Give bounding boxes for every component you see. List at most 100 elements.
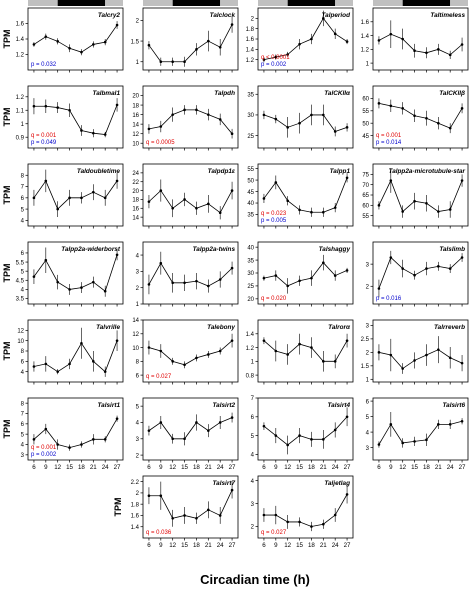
- data-point: [230, 189, 234, 192]
- data-point: [80, 196, 83, 200]
- data-point: [262, 58, 266, 61]
- data-point: [159, 349, 163, 353]
- p-value: p = 0.002: [261, 62, 287, 68]
- x-tick-label: 6: [262, 464, 266, 471]
- q-value: q = 0.020: [261, 296, 287, 302]
- data-point: [230, 488, 234, 492]
- q-value: q = 0.001: [31, 445, 57, 451]
- series-line: [148, 24, 233, 63]
- panel-title: Talpp2a-twins: [193, 246, 236, 253]
- x-tick-label: 24: [332, 464, 339, 471]
- x-tick-label: 6: [147, 464, 151, 471]
- data-point: [68, 446, 71, 449]
- chart-panel: 3.5 4 4.5 5 5.5 6 Talpp2a-widerborst: [16, 241, 124, 307]
- panel-frame: [27, 85, 124, 149]
- data-point: [298, 42, 301, 46]
- data-point: [32, 438, 36, 441]
- y-tick-label: 1.5: [361, 364, 370, 370]
- data-point: [32, 275, 36, 278]
- data-point: [460, 179, 464, 182]
- y-tick-label: 18: [132, 103, 139, 109]
- chart-panel: 14 16 18 20 22 24 Talpdp1ε: [132, 163, 239, 229]
- light-dark-bar-segment: [335, 0, 353, 6]
- x-tick-label: 12: [169, 464, 176, 471]
- data-point: [183, 198, 186, 201]
- y-tick-label: 10: [132, 346, 139, 352]
- x-tick-label: 12: [169, 542, 176, 549]
- y-tick-label: 2.5: [361, 337, 370, 343]
- panel-title: Talpdh: [214, 90, 235, 97]
- y-tick-label: 35: [247, 213, 254, 219]
- series-line: [33, 104, 118, 135]
- light-dark-bar-segment: [105, 0, 123, 6]
- chart-panel: 1 1.5 2 Talclock: [131, 7, 239, 73]
- series-line: [263, 262, 348, 287]
- panel-title: Talpp2a-microtubule-star: [389, 168, 466, 175]
- series-line: [263, 494, 348, 527]
- data-point: [377, 443, 381, 446]
- y-tick-label: 5: [251, 434, 255, 440]
- chart-panel: 55 60 65 70 75 Talpp2a-microtubule-star: [362, 163, 469, 229]
- y-axis-label: TPM: [2, 264, 12, 283]
- series-line: [148, 489, 233, 519]
- y-tick-label: 2: [136, 453, 140, 459]
- chart-panel: 6 8 10 12 14 Talebony q = 0.027: [132, 318, 239, 385]
- chart-panel: 10 12 14 16 18 20 Talpdh q = 0.0005: [132, 85, 239, 151]
- y-tick-label: 20: [132, 94, 139, 100]
- x-tick-label: 9: [159, 542, 163, 549]
- data-point: [448, 267, 452, 270]
- data-point: [298, 279, 301, 283]
- y-tick-label: 4: [21, 288, 25, 294]
- light-dark-bar-segment: [373, 0, 403, 6]
- x-tick-label: 21: [320, 542, 327, 549]
- y-tick-label: 2: [251, 525, 255, 531]
- chart-panel: 2 3 4 6 9 12 15 18 21 24 27 Taljetlag q = 0.027: [251, 475, 354, 549]
- data-point: [32, 104, 36, 108]
- data-point: [333, 360, 337, 363]
- data-point: [333, 32, 337, 36]
- y-tick-label: 35: [247, 258, 254, 264]
- data-point: [92, 131, 95, 135]
- y-tick-label: 3.5: [16, 297, 25, 303]
- data-point: [195, 279, 198, 283]
- data-point: [159, 125, 163, 128]
- data-point: [437, 210, 440, 213]
- data-point: [345, 269, 349, 272]
- data-point: [298, 208, 301, 212]
- data-point: [377, 102, 381, 105]
- x-axis-label: Circadian time (h): [200, 572, 310, 587]
- q-value: q = 0.027: [261, 530, 287, 536]
- chart-panel: 1.2 1.4 1.6 Talcry2 p = 0.032: [16, 7, 124, 73]
- panel-frame: [27, 163, 124, 227]
- y-tick-label: 4: [136, 421, 140, 427]
- y-tick-label: 40: [247, 245, 254, 251]
- data-point: [56, 106, 59, 109]
- x-tick-label: 18: [78, 464, 85, 471]
- y-tick-label: 4.5: [16, 278, 25, 284]
- data-point: [401, 267, 404, 270]
- p-value: p = 0.002: [31, 452, 57, 458]
- series-line: [378, 256, 463, 289]
- q-value: q = 0.001: [31, 133, 57, 139]
- y-tick-label: 3: [366, 324, 370, 330]
- y-tick-label: 1.2: [246, 58, 255, 64]
- data-point: [413, 199, 416, 203]
- x-tick-label: 27: [344, 464, 351, 471]
- data-point: [286, 284, 289, 288]
- data-point: [298, 434, 301, 437]
- y-tick-label: 60: [362, 97, 369, 103]
- y-tick-label: 25: [247, 284, 254, 290]
- data-point: [159, 60, 163, 64]
- data-point: [298, 121, 301, 125]
- data-point: [32, 196, 36, 200]
- data-point: [322, 522, 325, 526]
- series-line: [263, 416, 348, 446]
- data-point: [413, 49, 416, 53]
- panel-title: Talsirt2: [213, 402, 236, 409]
- y-tick-label: 60: [362, 204, 369, 210]
- data-point: [171, 360, 174, 363]
- data-point: [159, 189, 163, 192]
- chart-panel: 2 3 4 5 6 9 12 15 18 21 24 27 Talsirt2: [136, 397, 239, 471]
- series-line: [33, 340, 118, 373]
- chart-panel: 3 4 5 6 6 9 12 15 18 21 24 27 Talsirt6: [366, 397, 469, 471]
